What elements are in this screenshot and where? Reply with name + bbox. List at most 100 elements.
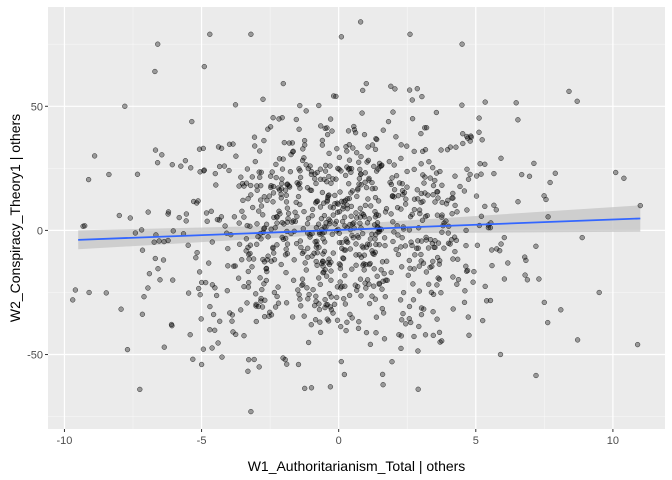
data-point	[337, 262, 344, 268]
data-point	[389, 193, 396, 200]
data-point	[248, 408, 254, 415]
data-point	[388, 211, 394, 217]
data-point	[329, 128, 335, 134]
data-point	[281, 221, 287, 227]
data-point	[416, 288, 423, 294]
data-point	[246, 256, 252, 262]
data-point	[348, 213, 354, 219]
data-point	[466, 332, 472, 338]
data-point	[347, 246, 353, 252]
data-point	[426, 159, 432, 165]
data-point	[356, 181, 362, 187]
data-point	[482, 283, 488, 290]
data-point	[280, 156, 286, 162]
data-point	[422, 213, 429, 220]
data-point	[264, 197, 270, 204]
data-point	[321, 269, 327, 275]
data-point	[454, 209, 460, 215]
data-point	[250, 204, 256, 211]
data-point	[359, 110, 365, 116]
data-point	[275, 284, 281, 290]
data-point	[391, 229, 397, 235]
data-point	[399, 317, 405, 323]
data-point	[419, 93, 425, 100]
data-point	[366, 175, 372, 182]
data-point	[258, 298, 264, 304]
data-point	[355, 187, 361, 193]
data-point	[321, 248, 328, 255]
y-axis-title: W2_Conspiracy_Theory1 | others	[7, 114, 23, 322]
data-point	[272, 304, 279, 310]
data-point	[248, 192, 254, 198]
data-point	[245, 268, 251, 275]
data-point	[493, 207, 499, 213]
data-point	[259, 286, 265, 293]
data-point	[409, 242, 415, 249]
data-point	[312, 317, 319, 323]
data-point	[350, 235, 356, 241]
data-point	[513, 100, 519, 106]
data-point	[313, 293, 319, 299]
data-point	[233, 153, 239, 159]
data-point	[376, 228, 382, 235]
data-point	[547, 179, 553, 186]
data-point	[303, 108, 309, 114]
data-point	[483, 298, 490, 304]
data-point	[434, 212, 441, 218]
data-point	[165, 211, 171, 217]
data-point	[536, 276, 542, 282]
data-point	[284, 205, 291, 211]
data-point	[80, 223, 86, 229]
data-point	[388, 269, 394, 276]
data-point	[343, 327, 349, 334]
data-point	[296, 126, 302, 132]
data-point	[199, 279, 205, 286]
data-point	[238, 307, 244, 313]
data-point	[257, 148, 263, 154]
data-point	[278, 186, 285, 192]
data-point	[478, 213, 485, 219]
data-point	[411, 266, 417, 272]
data-point	[384, 277, 390, 283]
data-point	[367, 341, 374, 348]
data-point	[268, 258, 274, 264]
data-point	[449, 211, 455, 217]
data-point	[421, 180, 427, 186]
data-point	[526, 173, 533, 179]
data-point	[344, 196, 350, 202]
data-point	[308, 187, 315, 194]
data-point	[261, 281, 267, 287]
data-point	[373, 330, 379, 336]
data-point	[414, 86, 420, 92]
data-point	[298, 303, 304, 309]
data-point	[170, 228, 176, 234]
data-point	[398, 155, 404, 162]
data-point	[196, 269, 203, 275]
data-point	[328, 277, 334, 283]
data-point	[348, 203, 355, 210]
data-point	[450, 256, 456, 262]
data-point	[381, 336, 388, 342]
data-point	[356, 319, 362, 325]
data-point	[317, 281, 323, 288]
data-point	[254, 221, 260, 227]
data-point	[420, 260, 427, 266]
data-point	[289, 140, 296, 146]
data-point	[340, 255, 346, 261]
data-point	[364, 241, 371, 247]
data-point	[464, 133, 470, 140]
data-point	[246, 279, 252, 286]
data-point	[407, 31, 413, 37]
data-point	[470, 279, 476, 285]
data-point	[345, 166, 352, 172]
data-point	[382, 242, 388, 249]
data-point	[270, 183, 277, 190]
data-point	[271, 250, 277, 256]
data-point	[302, 142, 308, 148]
data-point	[322, 239, 328, 245]
data-point	[258, 169, 264, 175]
data-point	[437, 168, 443, 175]
data-point	[309, 253, 315, 259]
data-point	[418, 311, 425, 318]
data-point	[365, 157, 372, 164]
